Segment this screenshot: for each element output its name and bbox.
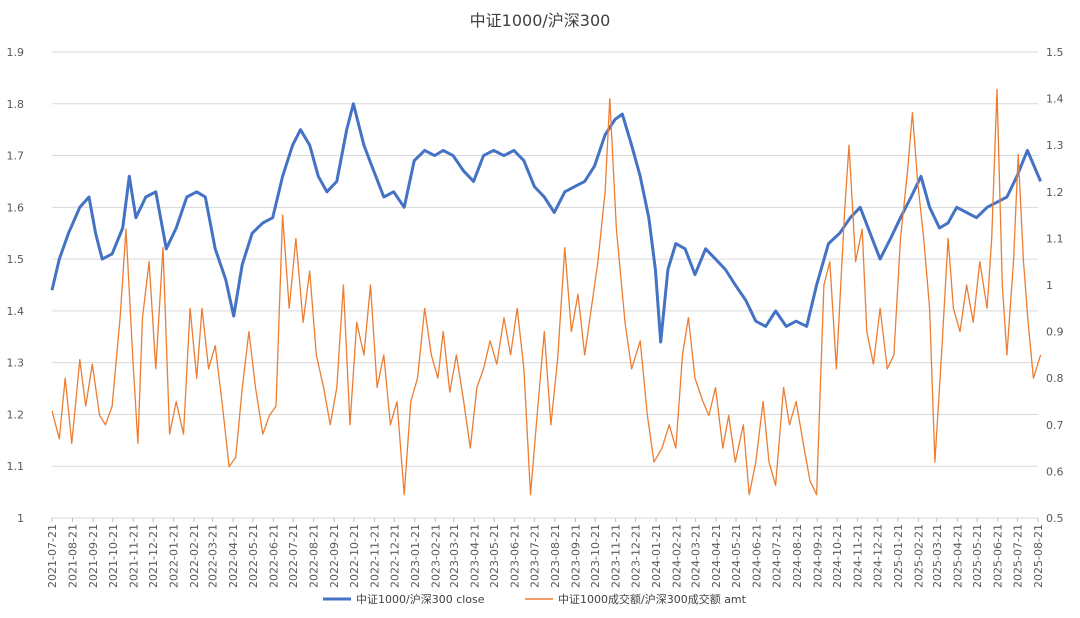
x-tick-label: 2024-12-21 xyxy=(871,524,884,588)
x-tick-label: 2022-02-21 xyxy=(188,524,201,588)
y-right-tick-label: 1.1 xyxy=(1046,232,1064,245)
x-tick-label: 2022-10-21 xyxy=(348,524,361,588)
x-tick-label: 2024-02-21 xyxy=(671,524,684,588)
x-tick-label: 2024-01-21 xyxy=(650,524,663,588)
x-axis: 2021-07-21 2021-08-21 2021-09-21 2021-10-21… xyxy=(46,518,1045,588)
y-left-tick-label: 1.5 xyxy=(7,253,25,266)
y-right-tick-label: 1.2 xyxy=(1046,186,1064,199)
x-tick-label: 2023-05-21 xyxy=(488,524,501,588)
x-tick-label: 2021-11-21 xyxy=(127,524,140,588)
x-tick-label: 2023-11-21 xyxy=(610,524,623,588)
y-axis-left: 1 1.1 1.2 1.3 1.4 1.5 1.6 1.7 1.8 1.9 xyxy=(7,46,25,525)
x-tick-label: 2022-01-21 xyxy=(168,524,181,588)
x-tick-label: 2022-03-21 xyxy=(207,524,220,588)
y-left-tick-label: 1.6 xyxy=(7,201,25,214)
y-left-tick-label: 1.3 xyxy=(7,357,25,370)
y-right-tick-label: 1.5 xyxy=(1046,46,1064,59)
x-tick-label: 2024-10-21 xyxy=(831,524,844,588)
x-tick-label: 2021-07-21 xyxy=(46,524,59,588)
x-tick-label: 2022-11-21 xyxy=(368,524,381,588)
x-tick-label: 2025-06-21 xyxy=(992,524,1005,588)
y-left-tick-label: 1.9 xyxy=(7,46,25,59)
x-tick-label: 2022-12-21 xyxy=(388,524,401,588)
x-tick-label: 2021-08-21 xyxy=(66,524,79,588)
x-tick-label: 2024-07-21 xyxy=(770,524,783,588)
x-tick-label: 2024-05-21 xyxy=(730,524,743,588)
legend-label-close: 中证1000/沪深300 close xyxy=(356,592,485,606)
x-tick-label: 2023-01-21 xyxy=(409,524,422,588)
x-tick-label: 2023-03-21 xyxy=(448,524,461,588)
y-axis-right: 0.5 0.6 0.7 0.8 0.9 1 1.1 1.2 1.3 1.4 1.5 xyxy=(1046,46,1064,525)
y-left-tick-label: 1.7 xyxy=(7,150,25,163)
x-tick-label: 2023-02-21 xyxy=(429,524,442,588)
y-left-tick-label: 1.4 xyxy=(7,305,25,318)
y-right-tick-label: 1 xyxy=(1046,279,1053,292)
y-left-tick-label: 1.2 xyxy=(7,408,25,421)
x-tick-label: 2022-08-21 xyxy=(308,524,321,588)
x-tick-label: 2021-09-21 xyxy=(87,524,100,588)
x-tick-label: 2022-04-21 xyxy=(227,524,240,588)
x-tick-label: 2024-06-21 xyxy=(750,524,763,588)
chart-title: 中证1000/沪深300 xyxy=(470,11,611,30)
gridlines xyxy=(52,51,1038,519)
series-line-amt xyxy=(51,88,1042,496)
legend: 中证1000/沪深300 close 中证1000成交额/沪深300成交额 am… xyxy=(323,592,747,606)
x-tick-label: 2023-09-21 xyxy=(569,524,582,588)
x-tick-label: 2025-05-21 xyxy=(971,524,984,588)
x-tick-label: 2022-05-21 xyxy=(247,524,260,588)
x-tick-label: 2023-06-21 xyxy=(509,524,522,588)
x-tick-label: 2024-08-21 xyxy=(791,524,804,588)
x-tick-label: 2022-07-21 xyxy=(287,524,300,588)
x-tick-label: 2025-01-21 xyxy=(892,524,905,588)
y-right-tick-label: 0.5 xyxy=(1046,512,1064,525)
x-tick-label: 2025-04-21 xyxy=(951,524,964,588)
x-tick-label: 2023-10-21 xyxy=(589,524,602,588)
x-tick-label: 2021-10-21 xyxy=(107,524,120,588)
x-tick-label: 2025-02-21 xyxy=(912,524,925,588)
x-tick-label: 2023-12-21 xyxy=(630,524,643,588)
series-lines xyxy=(50,88,1042,496)
x-tick-label: 2025-03-21 xyxy=(931,524,944,588)
y-right-tick-label: 0.6 xyxy=(1046,465,1064,478)
legend-label-amt: 中证1000成交额/沪深300成交额 amt xyxy=(558,592,747,606)
x-tick-label: 2023-08-21 xyxy=(549,524,562,588)
y-right-tick-label: 0.9 xyxy=(1046,326,1064,339)
y-right-tick-label: 1.3 xyxy=(1046,139,1064,152)
y-right-tick-label: 0.8 xyxy=(1046,372,1064,385)
y-left-tick-label: 1.8 xyxy=(7,98,25,111)
series-line-close xyxy=(50,102,1042,344)
x-tick-label: 2025-07-21 xyxy=(1012,524,1025,588)
x-tick-label: 2024-11-21 xyxy=(852,524,865,588)
x-tick-label: 2024-03-21 xyxy=(690,524,703,588)
x-tick-label: 2025-08-21 xyxy=(1032,524,1045,588)
x-tick-label: 2023-04-21 xyxy=(468,524,481,588)
y-left-tick-label: 1 xyxy=(17,512,24,525)
y-right-tick-label: 1.4 xyxy=(1046,93,1064,106)
x-tick-label: 2024-04-21 xyxy=(710,524,723,588)
x-tick-label: 2022-09-21 xyxy=(328,524,341,588)
y-left-tick-label: 1.1 xyxy=(7,460,25,473)
x-tick-label: 2021-12-21 xyxy=(147,524,160,588)
x-tick-label: 2022-06-21 xyxy=(267,524,280,588)
x-tick-label: 2024-09-21 xyxy=(811,524,824,588)
x-tick-label: 2023-07-21 xyxy=(528,524,541,588)
y-right-tick-label: 0.7 xyxy=(1046,419,1064,432)
